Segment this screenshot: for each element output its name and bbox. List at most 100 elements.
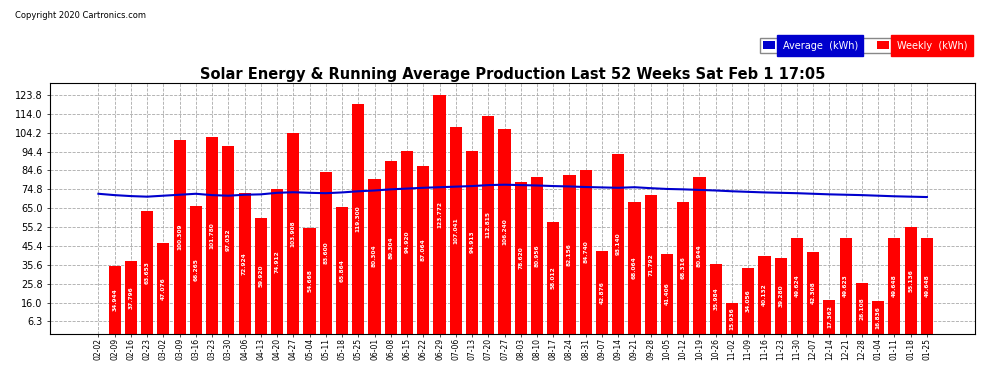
Bar [807,252,820,334]
Text: 41.406: 41.406 [664,282,669,305]
Text: 49.623: 49.623 [843,274,848,297]
Text: 103.908: 103.908 [291,220,296,247]
Bar [417,166,430,334]
Text: 97.032: 97.032 [226,229,231,251]
Text: 49.624: 49.624 [794,274,799,297]
Bar [449,127,462,334]
Bar [352,104,364,334]
Text: 94.920: 94.920 [405,231,410,253]
Bar [824,300,836,334]
Bar [547,222,559,334]
Bar [223,147,235,334]
Text: 93.140: 93.140 [616,232,621,255]
Text: 65.864: 65.864 [340,259,345,282]
Bar [515,182,527,334]
Bar [498,129,511,334]
Legend: Average  (kWh), Weekly  (kWh): Average (kWh), Weekly (kWh) [760,38,970,54]
Text: 42.876: 42.876 [600,281,605,304]
Bar [320,172,332,334]
Bar [758,256,770,334]
Text: 80.956: 80.956 [535,244,540,267]
Text: 16.836: 16.836 [875,306,881,329]
Bar [206,137,218,334]
Text: 71.792: 71.792 [648,253,653,276]
Text: 17.362: 17.362 [827,305,832,328]
Bar [677,202,689,334]
Text: 34.056: 34.056 [745,290,750,312]
Bar [855,283,868,334]
Bar [726,303,738,334]
Text: 39.280: 39.280 [778,284,783,307]
Bar [921,238,933,334]
Bar [239,193,250,334]
Text: 82.156: 82.156 [567,243,572,266]
Bar [401,150,413,334]
Bar [254,218,267,334]
Text: 107.041: 107.041 [453,217,458,244]
Bar [579,170,592,334]
Bar [531,177,544,334]
Title: Solar Energy & Running Average Production Last 52 Weeks Sat Feb 1 17:05: Solar Energy & Running Average Productio… [200,67,826,82]
Bar [125,261,137,334]
Text: 84.740: 84.740 [583,240,588,263]
Text: 72.924: 72.924 [243,252,248,274]
Text: 63.653: 63.653 [145,261,149,284]
Bar [888,238,901,334]
Bar [385,161,397,334]
Text: Copyright 2020 Cartronics.com: Copyright 2020 Cartronics.com [15,11,146,20]
Text: 89.304: 89.304 [388,236,393,259]
Bar [368,179,380,334]
Bar [157,243,169,334]
Text: 112.815: 112.815 [486,211,491,238]
Text: 101.780: 101.780 [210,222,215,249]
Bar [109,266,121,334]
Text: 68.064: 68.064 [632,256,637,279]
Text: 15.936: 15.936 [730,307,735,330]
Bar [173,140,186,334]
Text: 100.309: 100.309 [177,224,182,250]
Text: 74.912: 74.912 [274,250,279,273]
Text: 34.944: 34.944 [112,288,117,311]
Bar [774,258,787,334]
Text: 94.913: 94.913 [469,231,474,254]
Text: 35.984: 35.984 [713,288,718,310]
Bar [466,150,478,334]
Text: 54.668: 54.668 [307,269,312,292]
Bar [596,251,608,334]
Bar [271,189,283,334]
Bar [563,175,575,334]
Text: 83.600: 83.600 [324,242,329,264]
Bar [629,202,641,334]
Text: 68.316: 68.316 [681,256,686,279]
Text: 49.648: 49.648 [892,274,897,297]
Text: 58.012: 58.012 [550,266,555,289]
Bar [482,116,494,334]
Bar [840,238,851,334]
Text: 119.300: 119.300 [355,205,360,232]
Bar [304,228,316,334]
Bar [141,211,153,334]
Text: 49.648: 49.648 [925,274,930,297]
Bar [287,133,299,334]
Text: 66.265: 66.265 [193,258,198,281]
Text: 26.108: 26.108 [859,297,864,320]
Text: 80.304: 80.304 [372,245,377,267]
Bar [905,227,917,334]
Bar [612,154,625,334]
Bar [872,301,884,334]
Text: 78.620: 78.620 [518,246,524,269]
Text: 40.132: 40.132 [762,284,767,306]
Text: 42.308: 42.308 [811,281,816,304]
Text: 55.136: 55.136 [908,269,913,292]
Bar [644,195,656,334]
Bar [710,264,722,334]
Bar [661,254,673,334]
Bar [693,177,706,334]
Text: 87.064: 87.064 [421,238,426,261]
Text: 106.240: 106.240 [502,218,507,244]
Text: 47.076: 47.076 [160,277,166,300]
Bar [742,268,754,334]
Bar [434,95,446,334]
Text: 80.944: 80.944 [697,244,702,267]
Text: 123.772: 123.772 [437,201,442,228]
